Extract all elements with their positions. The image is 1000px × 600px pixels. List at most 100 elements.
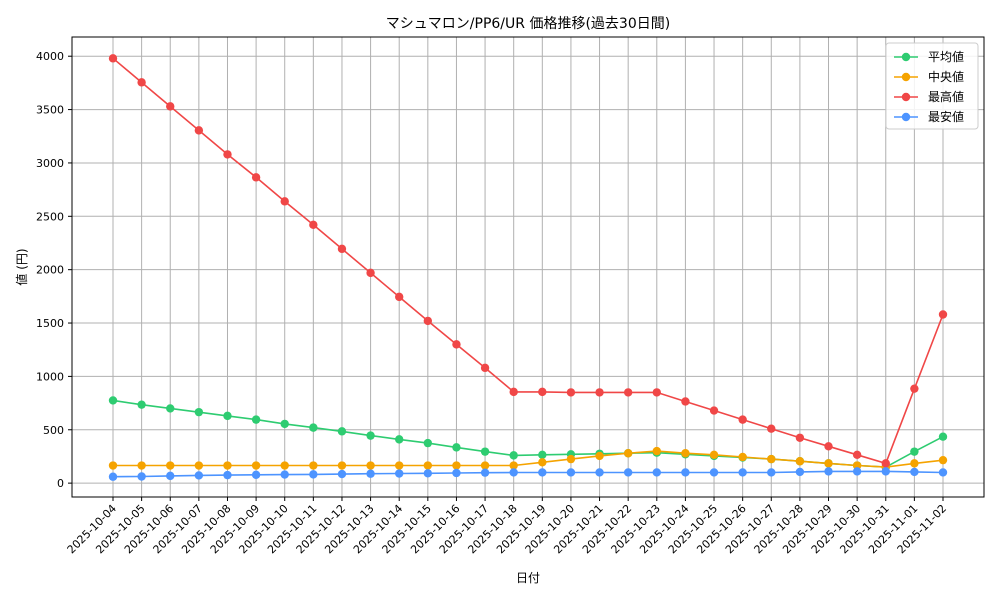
legend-item: 平均値 xyxy=(894,49,964,64)
data-point xyxy=(738,415,747,424)
x-axis-ticks: 2025-10-042025-10-052025-10-062025-10-07… xyxy=(65,497,949,556)
data-point xyxy=(166,404,175,413)
data-point xyxy=(852,461,862,470)
data-point xyxy=(938,468,948,477)
data-point xyxy=(681,449,690,458)
data-point xyxy=(309,220,318,230)
y-tick-label: 3000 xyxy=(36,157,64,170)
data-point xyxy=(108,461,118,470)
data-point xyxy=(280,197,289,206)
data-point xyxy=(366,268,375,278)
data-point xyxy=(251,461,261,470)
data-point xyxy=(395,292,404,302)
data-point xyxy=(223,150,232,159)
data-point xyxy=(538,468,547,477)
legend-label: 中央値 xyxy=(928,69,964,84)
data-point xyxy=(423,461,433,470)
data-point xyxy=(795,433,805,442)
data-point xyxy=(395,435,404,444)
data-point xyxy=(395,461,404,470)
y-tick-label: 2000 xyxy=(36,264,64,277)
data-point xyxy=(108,54,118,63)
data-point xyxy=(852,467,862,476)
series-1 xyxy=(108,446,948,472)
data-point xyxy=(681,397,690,406)
data-point xyxy=(623,468,633,477)
data-point xyxy=(480,363,490,373)
series-0 xyxy=(108,396,948,472)
data-point xyxy=(595,451,604,461)
data-point xyxy=(824,467,833,476)
data-point xyxy=(452,340,461,349)
data-point xyxy=(166,102,175,111)
data-point xyxy=(251,173,261,182)
data-point xyxy=(280,470,289,479)
y-tick-label: 1000 xyxy=(36,370,64,383)
data-point xyxy=(108,396,118,405)
data-point xyxy=(309,470,318,479)
data-point xyxy=(566,388,576,397)
data-point xyxy=(194,461,204,470)
data-point xyxy=(194,126,204,135)
data-point xyxy=(337,461,347,470)
data-point xyxy=(309,461,318,470)
plot-frame xyxy=(71,36,985,498)
data-point xyxy=(366,469,375,478)
data-point xyxy=(623,388,633,397)
data-point xyxy=(595,388,604,397)
y-axis-label: 値 (円) xyxy=(14,248,29,285)
legend-marker xyxy=(901,52,911,62)
data-point xyxy=(538,450,547,460)
data-point xyxy=(767,454,776,464)
legend-marker xyxy=(901,72,911,82)
data-point xyxy=(566,468,576,477)
legend-marker xyxy=(901,92,911,102)
legend-label: 最高値 xyxy=(928,89,964,104)
data-point xyxy=(652,468,661,477)
data-point xyxy=(623,449,633,458)
data-point xyxy=(709,406,719,415)
data-point xyxy=(595,468,604,477)
data-point xyxy=(137,400,146,409)
data-point xyxy=(223,470,232,480)
series-line xyxy=(112,57,944,465)
data-point xyxy=(824,442,833,451)
y-tick-label: 3500 xyxy=(36,104,64,117)
y-axis-ticks: 0 500 1000 1500 2000 2500 3000 3500 4000 xyxy=(36,50,72,490)
data-point xyxy=(223,461,232,470)
data-point xyxy=(137,78,146,87)
data-point xyxy=(938,432,948,441)
data-point xyxy=(824,459,833,468)
data-point xyxy=(137,472,146,481)
data-point xyxy=(395,469,404,478)
data-point xyxy=(480,447,490,456)
data-point xyxy=(423,469,433,478)
y-tick-label: 1500 xyxy=(36,317,64,330)
data-point xyxy=(910,384,919,393)
data-point xyxy=(738,468,747,477)
data-point xyxy=(337,427,347,436)
data-point xyxy=(337,469,347,479)
data-point xyxy=(423,316,433,326)
data-point xyxy=(452,461,461,470)
data-point xyxy=(881,467,890,476)
data-point xyxy=(337,244,347,254)
data-point xyxy=(910,459,919,468)
legend-item: 中央値 xyxy=(894,69,964,84)
data-point xyxy=(852,450,862,460)
grid xyxy=(72,37,984,497)
data-point xyxy=(309,423,318,432)
data-point xyxy=(480,468,490,477)
data-point xyxy=(709,450,719,460)
data-point xyxy=(709,468,719,477)
data-point xyxy=(366,461,375,470)
data-point xyxy=(251,470,261,480)
legend-box xyxy=(885,42,979,130)
data-point xyxy=(509,461,518,470)
data-point xyxy=(652,388,661,397)
series-3 xyxy=(108,467,948,481)
chart-title: マシュマロン/PP6/UR 価格推移(過去30日間) xyxy=(386,16,670,32)
data-point xyxy=(251,415,261,424)
